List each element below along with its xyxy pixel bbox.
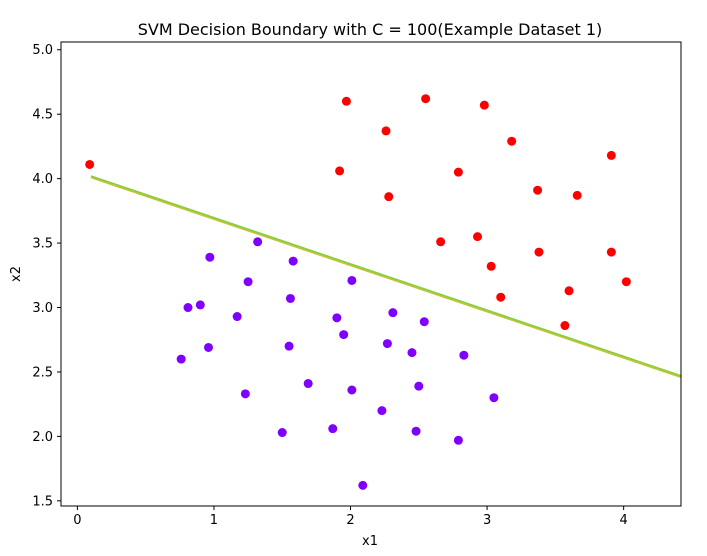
y-tick-label: 3.0	[32, 301, 53, 316]
plot-frame	[61, 42, 681, 506]
x-tick-label: 0	[73, 513, 81, 528]
data-point-positive	[496, 293, 505, 302]
data-point-negative	[304, 379, 313, 388]
data-point-positive	[560, 321, 569, 330]
y-axis-label: x2	[9, 266, 24, 282]
data-point-negative	[289, 257, 298, 266]
data-point-negative	[177, 355, 186, 364]
data-point-negative	[196, 300, 205, 309]
data-point-negative	[347, 276, 356, 285]
data-point-negative	[285, 342, 294, 351]
data-point-negative	[388, 308, 397, 317]
data-point-negative	[278, 428, 287, 437]
data-point-negative	[233, 312, 242, 321]
data-point-positive	[436, 237, 445, 246]
data-point-negative	[414, 382, 423, 391]
data-point-positive	[533, 186, 542, 195]
data-point-negative	[347, 386, 356, 395]
data-point-positive	[480, 101, 489, 110]
y-tick-label: 2.5	[32, 365, 53, 380]
x-axis-ticks: 0 1 2 3 4	[73, 506, 628, 528]
data-point-positive	[342, 97, 351, 106]
data-point-positive	[607, 248, 616, 257]
data-point-positive	[487, 262, 496, 271]
data-points-layer	[85, 94, 631, 490]
data-point-negative	[383, 339, 392, 348]
x-tick-label: 3	[483, 513, 491, 528]
x-tick-label: 1	[210, 513, 218, 528]
data-point-negative	[339, 330, 348, 339]
data-point-positive	[421, 94, 430, 103]
data-point-positive	[473, 232, 482, 241]
data-point-negative	[454, 436, 463, 445]
y-tick-label: 4.0	[32, 172, 53, 187]
data-point-positive	[382, 126, 391, 135]
data-point-negative	[205, 253, 214, 262]
data-point-negative	[286, 294, 295, 303]
data-point-positive	[607, 151, 616, 160]
y-tick-label: 2.0	[32, 430, 53, 445]
y-tick-label: 3.5	[32, 237, 53, 252]
data-point-positive	[454, 168, 463, 177]
data-point-positive	[565, 286, 574, 295]
y-tick-label: 4.5	[32, 108, 53, 123]
data-point-positive	[85, 160, 94, 169]
data-point-negative	[489, 393, 498, 402]
data-point-negative	[253, 237, 262, 246]
y-tick-label: 1.5	[32, 494, 53, 509]
data-point-positive	[384, 192, 393, 201]
data-point-negative	[358, 481, 367, 490]
chart-title: SVM Decision Boundary with C = 100(Examp…	[138, 20, 603, 39]
data-point-negative	[407, 348, 416, 357]
x-axis-label: x1	[362, 534, 378, 549]
data-point-negative	[459, 351, 468, 360]
data-point-positive	[573, 191, 582, 200]
data-point-negative	[412, 427, 421, 436]
data-point-positive	[335, 166, 344, 175]
data-point-negative	[244, 277, 253, 286]
data-point-negative	[377, 406, 386, 415]
x-tick-label: 2	[346, 513, 354, 528]
data-point-positive	[534, 248, 543, 257]
data-point-positive	[622, 277, 631, 286]
y-tick-label: 5.0	[32, 43, 53, 58]
chart-svg: SVM Decision Boundary with C = 100(Examp…	[0, 0, 707, 556]
data-point-positive	[507, 137, 516, 146]
x-tick-label: 4	[620, 513, 628, 528]
y-axis-ticks: 1.5 2.0 2.5 3.0 3.5 4.0 4.5 5.0	[32, 43, 61, 509]
data-point-negative	[241, 389, 250, 398]
data-point-negative	[332, 313, 341, 322]
data-point-negative	[204, 343, 213, 352]
data-point-negative	[184, 303, 193, 312]
data-point-negative	[420, 317, 429, 326]
data-point-negative	[328, 424, 337, 433]
